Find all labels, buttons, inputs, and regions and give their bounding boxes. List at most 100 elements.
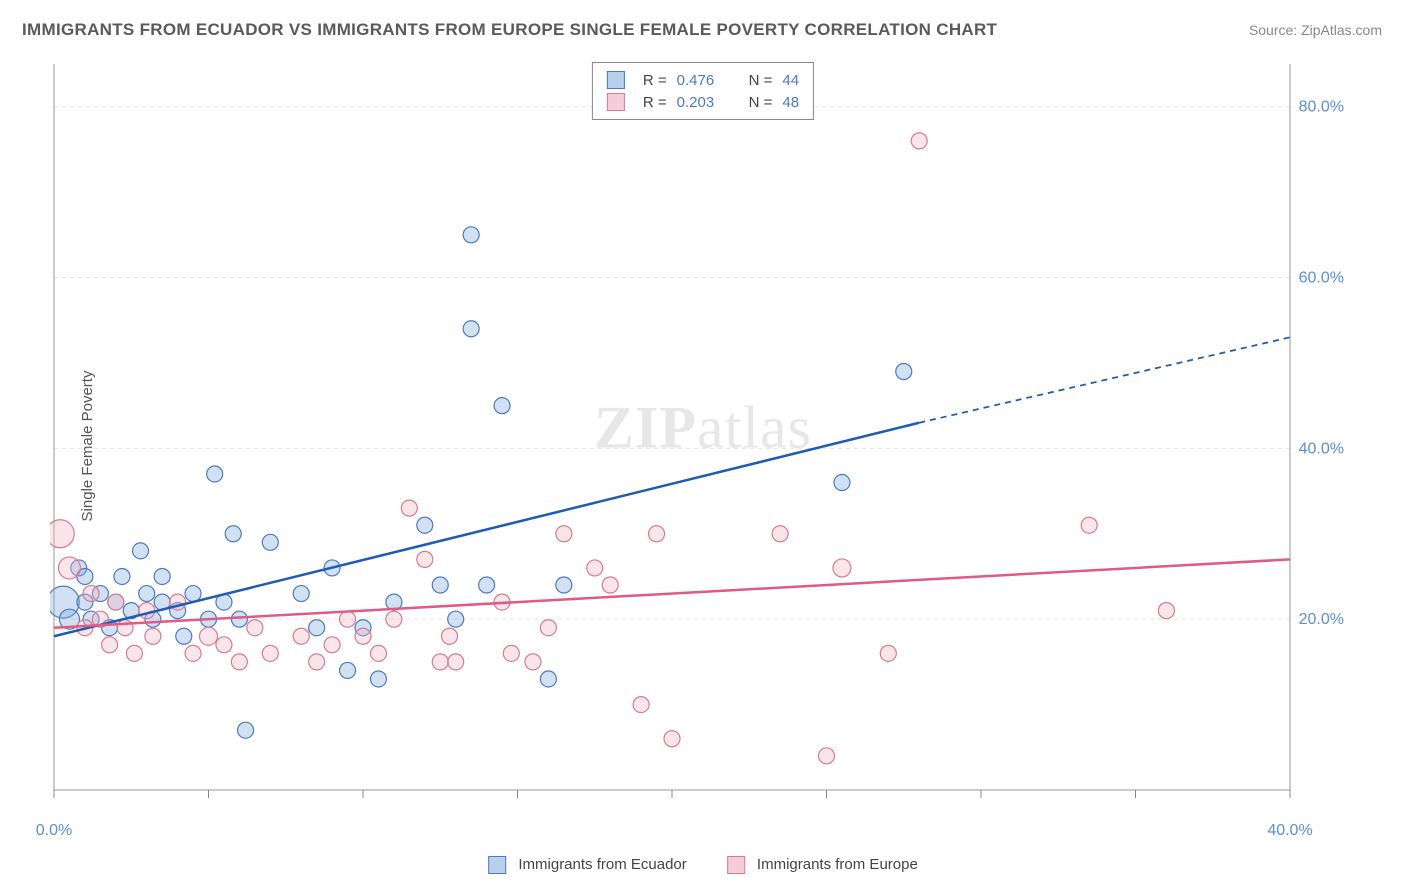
scatter-point bbox=[83, 586, 99, 602]
source-attribution: Source: ZipAtlas.com bbox=[1249, 22, 1382, 38]
x-tick-label: 40.0% bbox=[1267, 822, 1312, 840]
scatter-point bbox=[225, 526, 241, 542]
swatch-europe bbox=[607, 93, 625, 111]
correlation-legend: R = 0.476 N = 44 R = 0.203 N = 48 bbox=[592, 62, 814, 120]
scatter-point bbox=[185, 645, 201, 661]
scatter-point bbox=[401, 500, 417, 516]
scatter-point bbox=[370, 671, 386, 687]
scatter-point bbox=[293, 586, 309, 602]
scatter-point bbox=[216, 637, 232, 653]
scatter-point bbox=[540, 671, 556, 687]
scatter-point bbox=[896, 363, 912, 379]
scatter-point bbox=[386, 611, 402, 627]
x-tick-label: 0.0% bbox=[36, 822, 72, 840]
scatter-point bbox=[238, 722, 254, 738]
scatter-point bbox=[262, 645, 278, 661]
r-value-ecuador: 0.476 bbox=[677, 72, 727, 89]
scatter-point bbox=[442, 628, 458, 644]
scatter-point bbox=[309, 620, 325, 636]
trend-line-extrapolated bbox=[919, 337, 1290, 422]
scatter-point bbox=[556, 526, 572, 542]
svg-text:20.0%: 20.0% bbox=[1299, 611, 1344, 628]
scatter-point bbox=[911, 133, 927, 149]
scatter-point bbox=[133, 543, 149, 559]
scatter-point bbox=[633, 697, 649, 713]
scatter-point bbox=[340, 611, 356, 627]
scatter-point bbox=[309, 654, 325, 670]
scatter-point bbox=[117, 620, 133, 636]
scatter-point bbox=[102, 637, 118, 653]
scatter-point bbox=[200, 627, 218, 645]
legend-label-europe: Immigrants from Europe bbox=[757, 856, 918, 873]
scatter-point bbox=[185, 586, 201, 602]
legend-row-ecuador: R = 0.476 N = 44 bbox=[607, 69, 799, 91]
n-label: N = bbox=[749, 94, 773, 111]
swatch-europe bbox=[727, 856, 745, 874]
scatter-point bbox=[176, 628, 192, 644]
scatter-point bbox=[231, 611, 247, 627]
legend-row-europe: R = 0.203 N = 48 bbox=[607, 91, 799, 113]
scatter-point bbox=[108, 594, 124, 610]
scatter-point bbox=[833, 559, 851, 577]
scatter-point bbox=[834, 475, 850, 491]
scatter-point bbox=[432, 654, 448, 670]
scatter-point bbox=[50, 520, 74, 548]
scatter-point bbox=[556, 577, 572, 593]
scatter-point bbox=[880, 645, 896, 661]
scatter-point bbox=[207, 466, 223, 482]
trend-line bbox=[54, 559, 1290, 627]
swatch-ecuador bbox=[607, 71, 625, 89]
scatter-point bbox=[247, 620, 263, 636]
scatter-point bbox=[370, 645, 386, 661]
scatter-point bbox=[139, 586, 155, 602]
scatter-point bbox=[649, 526, 665, 542]
n-label: N = bbox=[749, 72, 773, 89]
svg-text:60.0%: 60.0% bbox=[1299, 270, 1344, 287]
scatter-point bbox=[587, 560, 603, 576]
plot-area: 20.0%40.0%60.0%80.0% 0.0%40.0% bbox=[50, 60, 1350, 810]
scatter-point bbox=[126, 645, 142, 661]
scatter-point bbox=[602, 577, 618, 593]
scatter-point bbox=[114, 568, 130, 584]
scatter-point bbox=[154, 568, 170, 584]
scatter-point bbox=[540, 620, 556, 636]
scatter-point bbox=[417, 551, 433, 567]
legend-item-ecuador: Immigrants from Ecuador bbox=[488, 856, 687, 874]
scatter-point bbox=[1158, 603, 1174, 619]
scatter-point bbox=[145, 628, 161, 644]
scatter-point bbox=[772, 526, 788, 542]
scatter-point bbox=[463, 321, 479, 337]
legend-item-europe: Immigrants from Europe bbox=[727, 856, 918, 874]
scatter-point bbox=[503, 645, 519, 661]
scatter-point bbox=[463, 227, 479, 243]
scatter-point bbox=[293, 628, 309, 644]
scatter-point bbox=[231, 654, 247, 670]
scatter-point bbox=[819, 748, 835, 764]
svg-text:40.0%: 40.0% bbox=[1299, 440, 1344, 457]
n-value-ecuador: 44 bbox=[782, 72, 799, 89]
r-label: R = bbox=[643, 72, 667, 89]
scatter-point bbox=[324, 637, 340, 653]
legend-label-ecuador: Immigrants from Ecuador bbox=[518, 856, 686, 873]
svg-text:80.0%: 80.0% bbox=[1299, 99, 1344, 116]
scatter-chart: 20.0% 40.0% 60.0% 80.0% bbox=[50, 60, 1350, 810]
scatter-point bbox=[1081, 517, 1097, 533]
scatter-point bbox=[448, 654, 464, 670]
scatter-point bbox=[355, 628, 371, 644]
swatch-ecuador bbox=[488, 856, 506, 874]
scatter-point bbox=[664, 731, 680, 747]
scatter-point bbox=[58, 557, 80, 579]
scatter-point bbox=[262, 534, 278, 550]
chart-title: IMMIGRANTS FROM ECUADOR VS IMMIGRANTS FR… bbox=[22, 20, 997, 40]
scatter-point bbox=[525, 654, 541, 670]
scatter-point bbox=[479, 577, 495, 593]
scatter-point bbox=[340, 662, 356, 678]
scatter-point bbox=[432, 577, 448, 593]
r-value-europe: 0.203 bbox=[677, 94, 727, 111]
scatter-point bbox=[448, 611, 464, 627]
scatter-point bbox=[494, 398, 510, 414]
scatter-point bbox=[417, 517, 433, 533]
series-legend: Immigrants from Ecuador Immigrants from … bbox=[488, 856, 918, 874]
n-value-europe: 48 bbox=[782, 94, 799, 111]
scatter-point bbox=[139, 603, 155, 619]
